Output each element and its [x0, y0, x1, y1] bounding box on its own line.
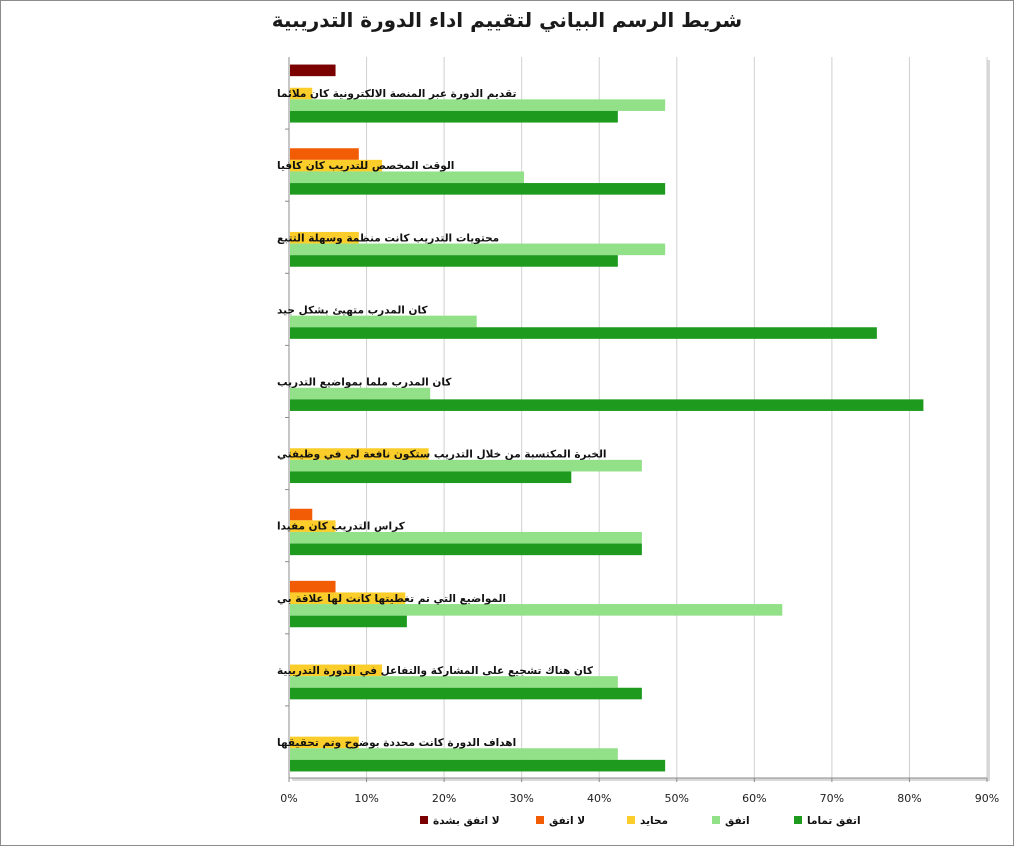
category-label: تقديم الدورة عبر المنصة الالكترونية كان …	[277, 88, 516, 100]
x-tick-label: 50%	[665, 792, 689, 805]
bar	[290, 64, 336, 77]
bar	[290, 243, 666, 256]
bar	[290, 736, 359, 749]
x-tick-label: 30%	[509, 792, 533, 805]
bar	[290, 448, 429, 460]
bar	[290, 580, 336, 593]
x-tick-label: 60%	[742, 792, 766, 805]
legend-swatch	[627, 816, 635, 824]
bar	[290, 604, 783, 616]
category-label: كان هناك تشجيع على المشاركة والتفاعل في …	[277, 665, 594, 677]
legend-swatch	[712, 816, 720, 824]
bar	[290, 315, 477, 328]
bar	[290, 159, 383, 172]
bar	[290, 327, 877, 339]
bar	[290, 687, 642, 700]
legend-label: لا اتفق بشدة	[433, 815, 500, 827]
legend-label: اتفق	[725, 815, 750, 827]
x-tick-label: 80%	[897, 792, 921, 805]
bar	[290, 531, 642, 544]
category-label: محتويات التدريب كانت منظمة وسهلة التتبع	[277, 232, 499, 244]
legend-label: اتفق تماما	[807, 815, 861, 827]
bar	[290, 459, 642, 472]
bar	[290, 520, 336, 532]
bar	[290, 183, 666, 195]
bar	[290, 592, 406, 605]
category-label: اهداف الدورة كانت محددة بوضوح وتم تحقيقه…	[277, 737, 516, 749]
legend-label: محايد	[640, 815, 668, 827]
x-tick-label: 20%	[432, 792, 456, 805]
x-tick-label: 90%	[975, 792, 999, 805]
bar	[290, 110, 618, 123]
x-tick-label: 40%	[587, 792, 611, 805]
bar	[290, 148, 359, 160]
chart-title: شريط الرسم البياني لتقييم اداء الدورة ال…	[271, 8, 743, 32]
x-tick-label: 10%	[354, 792, 378, 805]
category-label: كراس التدريب كان مفيدا	[277, 521, 406, 533]
bar	[290, 664, 383, 677]
bar	[290, 387, 431, 400]
category-label: الوقت المخصص للتدريب كان كافيا	[277, 160, 454, 172]
legend-swatch	[536, 816, 544, 824]
bar	[290, 231, 359, 244]
bar	[290, 543, 642, 556]
category-label: الخبرة المكتسبة من خلال التدريب ستكون نا…	[277, 449, 606, 461]
x-tick-label: 0%	[280, 792, 297, 805]
bar	[290, 255, 618, 267]
bar	[290, 759, 666, 772]
bar	[290, 508, 313, 521]
bar	[290, 99, 666, 111]
bar	[290, 615, 407, 628]
category-label: كان المدرب ملما بمواضيع التدريب	[277, 376, 452, 388]
bar	[290, 471, 572, 484]
bar	[290, 748, 618, 760]
bar	[290, 676, 618, 688]
category-label: كان المدرب متهيئ بشكل جيد	[277, 304, 428, 316]
bar	[290, 171, 524, 184]
legend-swatch	[794, 816, 802, 824]
category-label: المواضيع التي تم تغطيتها كانت لها علاقة …	[277, 593, 506, 605]
legend-label: لا اتفق	[549, 815, 585, 827]
bar	[290, 399, 924, 411]
x-tick-label: 70%	[820, 792, 844, 805]
legend-swatch	[420, 816, 428, 824]
bar	[290, 87, 313, 100]
